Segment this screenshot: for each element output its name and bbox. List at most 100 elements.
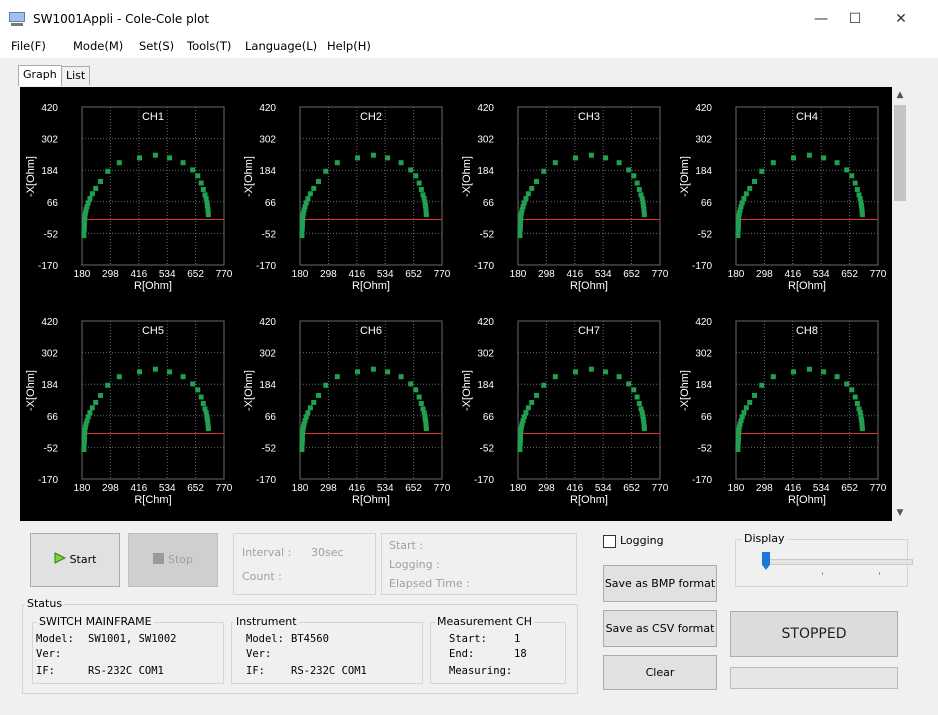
clear-button[interactable]: Clear	[603, 655, 717, 690]
data-point	[529, 185, 535, 191]
data-point	[82, 216, 88, 222]
x-tick-label: 770	[216, 483, 233, 494]
data-point	[844, 381, 850, 387]
tab-graph[interactable]: Graph	[18, 65, 62, 86]
plot-frame	[81, 320, 225, 480]
y-tick-label: -170	[38, 475, 58, 486]
display-slider-track[interactable]	[765, 559, 913, 565]
data-point	[385, 369, 391, 375]
x-tick-label: 770	[434, 483, 451, 494]
data-point	[641, 420, 647, 426]
minimize-button[interactable]: —	[814, 11, 828, 27]
data-point	[421, 410, 427, 416]
data-point	[517, 229, 523, 235]
x-tick-label: 534	[159, 269, 176, 280]
data-point	[747, 399, 753, 405]
x-axis-label: R[Ohm]	[788, 280, 826, 292]
x-tick-label: 770	[434, 269, 451, 280]
menu-mode[interactable]: Mode(M)	[73, 39, 124, 53]
data-point	[316, 178, 322, 184]
data-point	[422, 417, 428, 423]
data-point	[736, 210, 742, 216]
logging-checkbox[interactable]	[603, 535, 616, 548]
scroll-thumb[interactable]	[894, 105, 906, 201]
data-point	[299, 447, 305, 453]
data-point	[859, 209, 865, 215]
data-point	[205, 426, 211, 432]
data-point	[638, 406, 644, 412]
menu-help[interactable]: Help(H)	[327, 39, 371, 53]
status-title: Status	[25, 597, 65, 610]
x-tick-label: 652	[841, 483, 858, 494]
data-point	[300, 213, 306, 219]
data-point	[859, 423, 865, 429]
chart-1: 180 298 416 534 652 770 420 302 184 66 -52 -170 CH1 R…	[25, 103, 233, 292]
x-tick-label: 298	[538, 483, 555, 494]
time-panel	[381, 533, 577, 595]
data-point	[302, 204, 308, 210]
y-tick-label: 184	[259, 166, 276, 177]
vertical-scrollbar[interactable]: ▲ ▼	[892, 87, 908, 521]
data-point	[844, 167, 850, 173]
chart-8: 180 298 416 534 652 770 420 302 184 66 -52 -170 CH8 R…	[679, 317, 887, 506]
data-point	[420, 406, 426, 412]
save-csv-button[interactable]: Save as CSV format	[603, 610, 717, 647]
data-point	[423, 426, 429, 432]
data-point	[737, 207, 743, 213]
stop-button[interactable]: Stop	[128, 533, 218, 587]
stop-icon	[152, 553, 164, 564]
y-tick-label: 420	[259, 103, 276, 114]
scroll-down-icon[interactable]: ▼	[896, 508, 904, 518]
x-tick-label: 770	[652, 483, 669, 494]
start-button[interactable]: Start	[30, 533, 120, 587]
slider-tick	[879, 572, 880, 575]
menu-set[interactable]: Set(S)	[139, 39, 175, 53]
switch-if-value: RS-232C COM1	[88, 665, 164, 677]
close-button[interactable]: ✕	[895, 11, 907, 27]
y-tick-label: 302	[695, 349, 712, 360]
data-point	[398, 374, 404, 380]
data-point	[525, 405, 531, 411]
count-label: Count :	[242, 570, 282, 583]
maximize-button[interactable]: ☐	[848, 11, 862, 27]
save-bmp-button[interactable]: Save as BMP format	[603, 565, 717, 602]
y-tick-label: -52	[698, 443, 713, 454]
instrument-ver-label: Ver:	[246, 648, 272, 660]
measurement-start-label: Start:	[449, 633, 487, 645]
data-point	[81, 440, 87, 446]
chart-title: CH8	[796, 325, 818, 337]
data-point	[735, 443, 741, 449]
data-point	[519, 207, 525, 213]
data-point	[418, 186, 424, 192]
data-point	[300, 430, 306, 436]
y-tick-label: 66	[265, 412, 277, 423]
data-point	[529, 399, 535, 405]
data-point	[180, 374, 186, 380]
y-tick-label: 184	[695, 380, 712, 391]
data-point	[82, 210, 88, 216]
data-point	[84, 418, 90, 424]
chart-title: CH4	[796, 111, 818, 123]
menu-file[interactable]: File(F)	[11, 39, 46, 53]
data-point	[631, 173, 637, 179]
data-point	[204, 413, 210, 419]
data-point	[517, 447, 523, 453]
menu-tools[interactable]: Tools(T)	[187, 39, 232, 53]
x-tick-label: 652	[187, 269, 204, 280]
y-tick-label: 66	[47, 412, 59, 423]
y-tick-label: -170	[474, 261, 494, 272]
data-point	[422, 203, 428, 209]
chart-6: 180 298 416 534 652 770 420 302 184 66 -52 -170 CH6 R…	[243, 317, 451, 506]
menu-language[interactable]: Language(L)	[245, 39, 318, 53]
data-point	[854, 400, 860, 406]
tab-list[interactable]: List	[61, 66, 91, 85]
data-point	[641, 423, 647, 429]
data-point	[736, 424, 742, 430]
data-point	[204, 417, 210, 423]
x-tick-label: 416	[348, 269, 365, 280]
data-point	[739, 200, 745, 206]
display-slider-thumb[interactable]	[762, 552, 770, 570]
data-point	[301, 207, 307, 213]
scroll-up-icon[interactable]: ▲	[896, 90, 904, 100]
x-tick-label: 180	[292, 483, 309, 494]
